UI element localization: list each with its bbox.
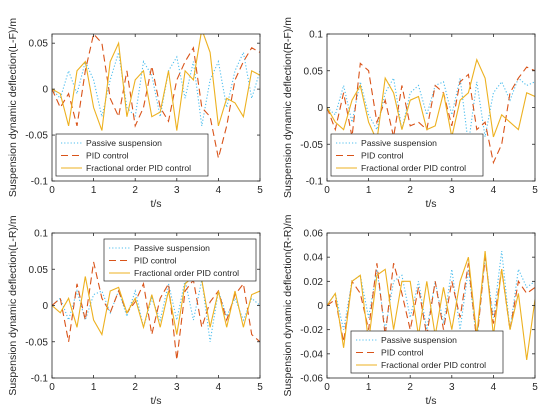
series-line-dashed — [327, 257, 535, 342]
y-tick-label: 0.05 — [29, 39, 49, 50]
y-axis-label: Suspension dynamic deflection(L-R)/m — [7, 215, 19, 396]
x-tick-label: 3 — [449, 382, 455, 393]
x-tick-label: 2 — [407, 382, 413, 393]
y-tick-label: 0.05 — [29, 265, 49, 276]
x-tick-label: 0 — [49, 382, 55, 393]
x-tick-label: 4 — [491, 382, 497, 393]
y-tick-label: 0.02 — [304, 277, 324, 288]
x-axis-label: t/s — [150, 395, 161, 407]
legend-box — [55, 133, 209, 177]
x-tick-label: 1 — [366, 185, 372, 196]
x-tick-label: 0 — [324, 382, 330, 393]
legend-box — [103, 238, 257, 282]
y-tick-label: 0.1 — [309, 30, 323, 41]
y-tick-label: -0.1 — [31, 177, 49, 188]
x-tick-label: 2 — [132, 382, 138, 393]
legend-entry-label: PID control — [134, 256, 177, 266]
y-tick-label: 0.05 — [304, 66, 324, 77]
x-tick-label: 1 — [366, 382, 372, 393]
x-tick-label: 2 — [132, 185, 138, 196]
chart-panel-3: 0 1 2 3 4 5 -0.1 -0.05 0 0.05 0.1 t/s Suspension dyn… — [7, 215, 263, 407]
x-axis-label: t/s — [425, 395, 436, 407]
x-tick-label: 5 — [532, 185, 538, 196]
y-tick-label: -0.1 — [31, 374, 49, 385]
y-axis-label: Suspension dynamic deflection(L-F)/m — [7, 18, 19, 197]
y-axis-label: Suspension dynamic deflection(R-R)/m — [282, 214, 294, 396]
x-tick-label: 3 — [449, 185, 455, 196]
x-tick-label: 1 — [91, 185, 97, 196]
legend-entry-label: Passive suspension — [86, 138, 162, 148]
legend-entry-label: Passive suspension — [381, 335, 457, 345]
x-tick-label: 3 — [174, 382, 180, 393]
x-tick-label: 0 — [324, 185, 330, 196]
series-line-dashed — [52, 34, 260, 159]
y-tick-label: 0.1 — [34, 229, 48, 240]
x-tick-label: 4 — [216, 382, 222, 393]
y-tick-label: 0.06 — [304, 229, 324, 240]
y-tick-label: 0 — [42, 85, 48, 96]
series-line-solid — [52, 34, 260, 131]
y-tick-label: -0.06 — [300, 374, 323, 385]
legend: Passive suspension PID control Fractional … — [103, 238, 257, 282]
legend-entry-label: Passive suspension — [361, 138, 437, 148]
chart-panel-1: 0 1 2 3 4 5 -0.1 -0.05 0 0.05 t/s Suspension dynami… — [7, 18, 263, 210]
legend: Passive suspension PID control Fractional … — [330, 133, 484, 177]
series-line-dashed — [327, 62, 535, 165]
series-line-dotted — [327, 251, 535, 342]
legend-box — [330, 133, 484, 177]
legend-entry-label: Passive suspension — [134, 243, 210, 253]
x-tick-label: 5 — [257, 185, 263, 196]
x-tick-label: 2 — [407, 185, 413, 196]
series-line-solid — [327, 58, 535, 143]
legend: Passive suspension PID control Fractional … — [350, 330, 504, 374]
chart-panel-2: 0 1 2 3 4 5 -0.1 -0.05 0 0.05 0.1 t/s Suspension dyn… — [282, 17, 538, 210]
y-tick-label: -0.1 — [306, 177, 324, 188]
y-tick-label: 0 — [317, 301, 323, 312]
x-axis-label: t/s — [150, 198, 161, 210]
y-tick-label: -0.04 — [300, 349, 323, 360]
series-line-solid — [327, 251, 535, 360]
x-tick-label: 5 — [532, 382, 538, 393]
series-line-dotted — [52, 279, 260, 342]
legend-entry-label: PID control — [86, 151, 129, 161]
legend-entry-label: PID control — [381, 348, 424, 358]
series-line-solid — [52, 275, 260, 337]
axes-box — [51, 33, 261, 182]
series-line-dashed — [52, 261, 260, 360]
x-tick-label: 1 — [91, 382, 97, 393]
series-line-dotted — [327, 76, 535, 145]
legend-entry-label: PID control — [361, 151, 404, 161]
legend-entry-label: Fractional order PID control — [381, 360, 486, 370]
y-tick-label: 0 — [317, 103, 323, 114]
y-tick-label: -0.05 — [300, 140, 323, 151]
legend: Passive suspension PID control Fractional … — [55, 133, 209, 177]
y-axis-label: Suspension dynamic deflection(R-F)/m — [282, 17, 294, 198]
x-tick-label: 4 — [216, 185, 222, 196]
x-tick-label: 3 — [174, 185, 180, 196]
y-tick-label: 0.04 — [304, 253, 324, 264]
x-tick-label: 4 — [491, 185, 497, 196]
y-tick-label: -0.02 — [300, 325, 323, 336]
legend-box — [350, 330, 504, 374]
y-tick-label: -0.05 — [25, 337, 48, 348]
legend-entry-label: Fractional order PID control — [361, 163, 466, 173]
x-tick-label: 5 — [257, 382, 263, 393]
x-axis-label: t/s — [425, 198, 436, 210]
chart-panel-4: 0 1 2 3 4 5 -0.06 -0.04 -0.02 0 0.02 0.04 0.06 t/s Sus… — [282, 214, 538, 407]
x-tick-label: 0 — [49, 185, 55, 196]
legend-entry-label: Fractional order PID control — [134, 268, 239, 278]
y-tick-label: 0 — [42, 301, 48, 312]
legend-entry-label: Fractional order PID control — [86, 163, 191, 173]
y-tick-label: -0.05 — [25, 131, 48, 142]
